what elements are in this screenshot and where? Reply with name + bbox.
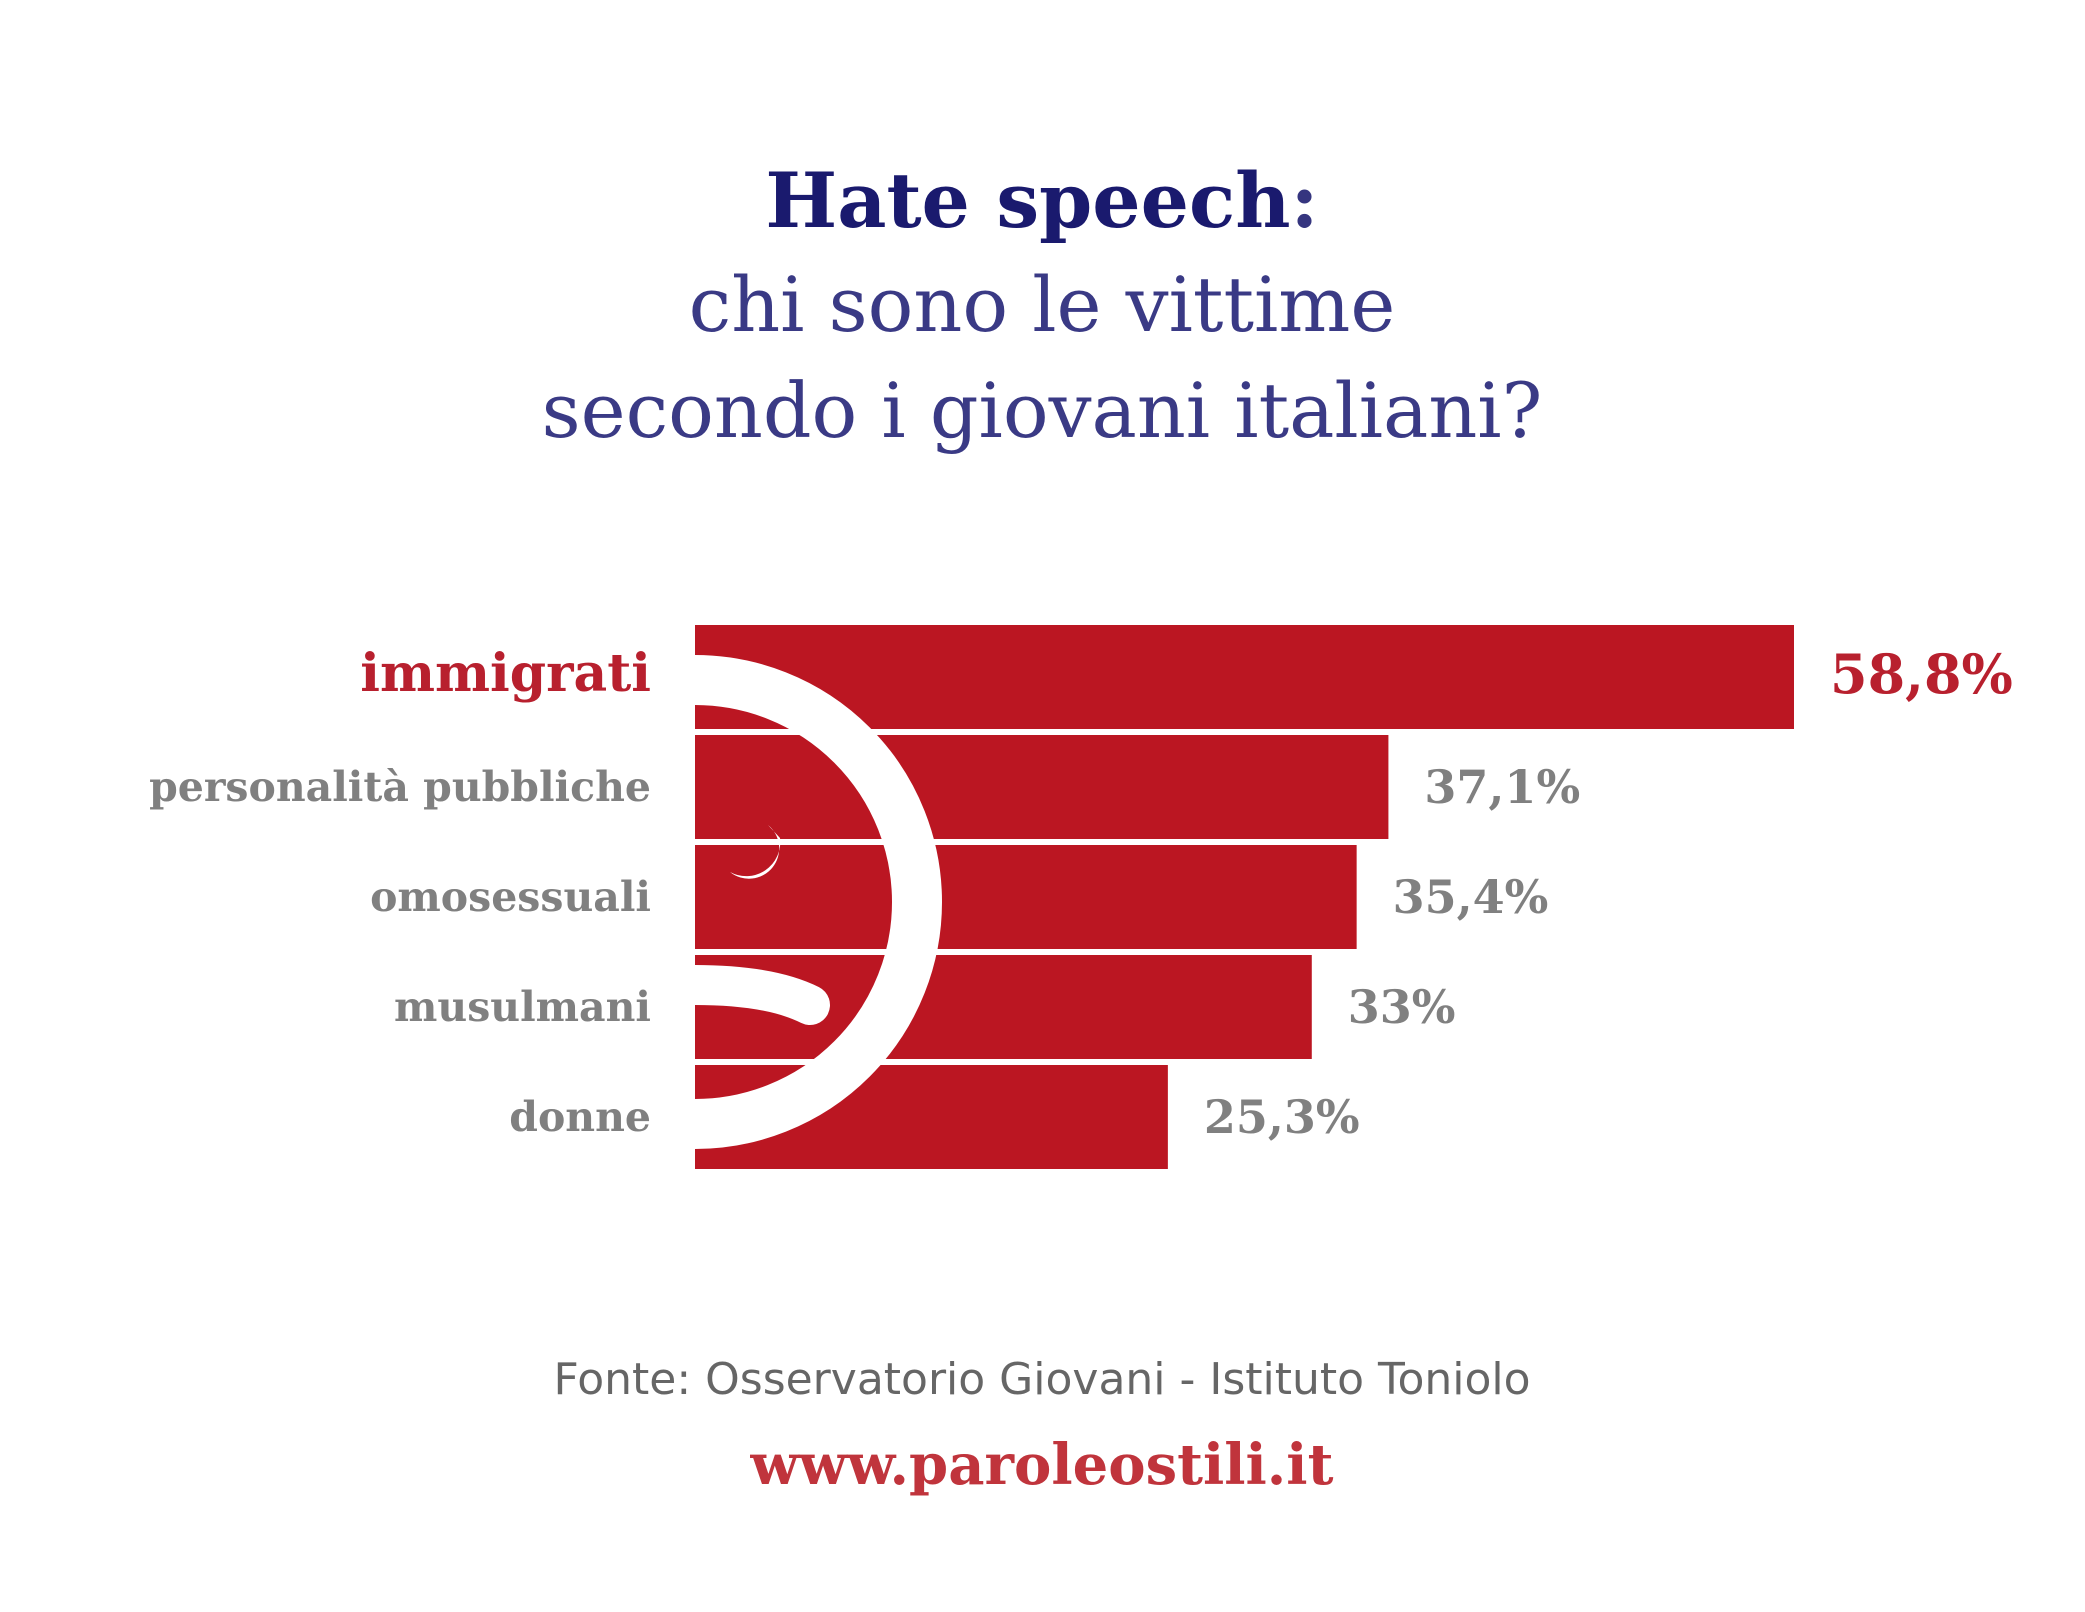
bar bbox=[695, 735, 1389, 839]
category-label: personalità pubbliche bbox=[149, 763, 651, 811]
value-label: 58,8% bbox=[1830, 642, 2013, 706]
value-label: 35,4% bbox=[1393, 870, 1549, 924]
title-punctuation: : bbox=[1291, 156, 1319, 245]
bar bbox=[695, 845, 1357, 949]
category-label: musulmani bbox=[394, 983, 651, 1031]
value-label: 37,1% bbox=[1424, 760, 1580, 814]
website: www.paroleostili.it bbox=[750, 1432, 1334, 1498]
chart-title: Hate speech bbox=[765, 156, 1290, 245]
subtitle: chi sono le vittime bbox=[689, 260, 1396, 349]
value-label: 25,3% bbox=[1204, 1090, 1360, 1144]
category-label: immigrati bbox=[360, 643, 651, 704]
frown-face bbox=[695, 655, 942, 1149]
bars: immigrati 58,8% personalità pubbliche 37,1%… bbox=[149, 625, 2013, 1169]
source: Fonte: Osservatorio Giovani - Istituto T… bbox=[553, 1354, 1530, 1405]
subtitle: secondo i giovani italiani? bbox=[542, 366, 1543, 455]
category-label: omosessuali bbox=[370, 873, 651, 921]
value-label: 33% bbox=[1348, 980, 1456, 1034]
bar bbox=[695, 625, 1794, 729]
category-label: donne bbox=[509, 1093, 651, 1141]
chart-title-line: Hate speech: bbox=[765, 156, 1318, 245]
